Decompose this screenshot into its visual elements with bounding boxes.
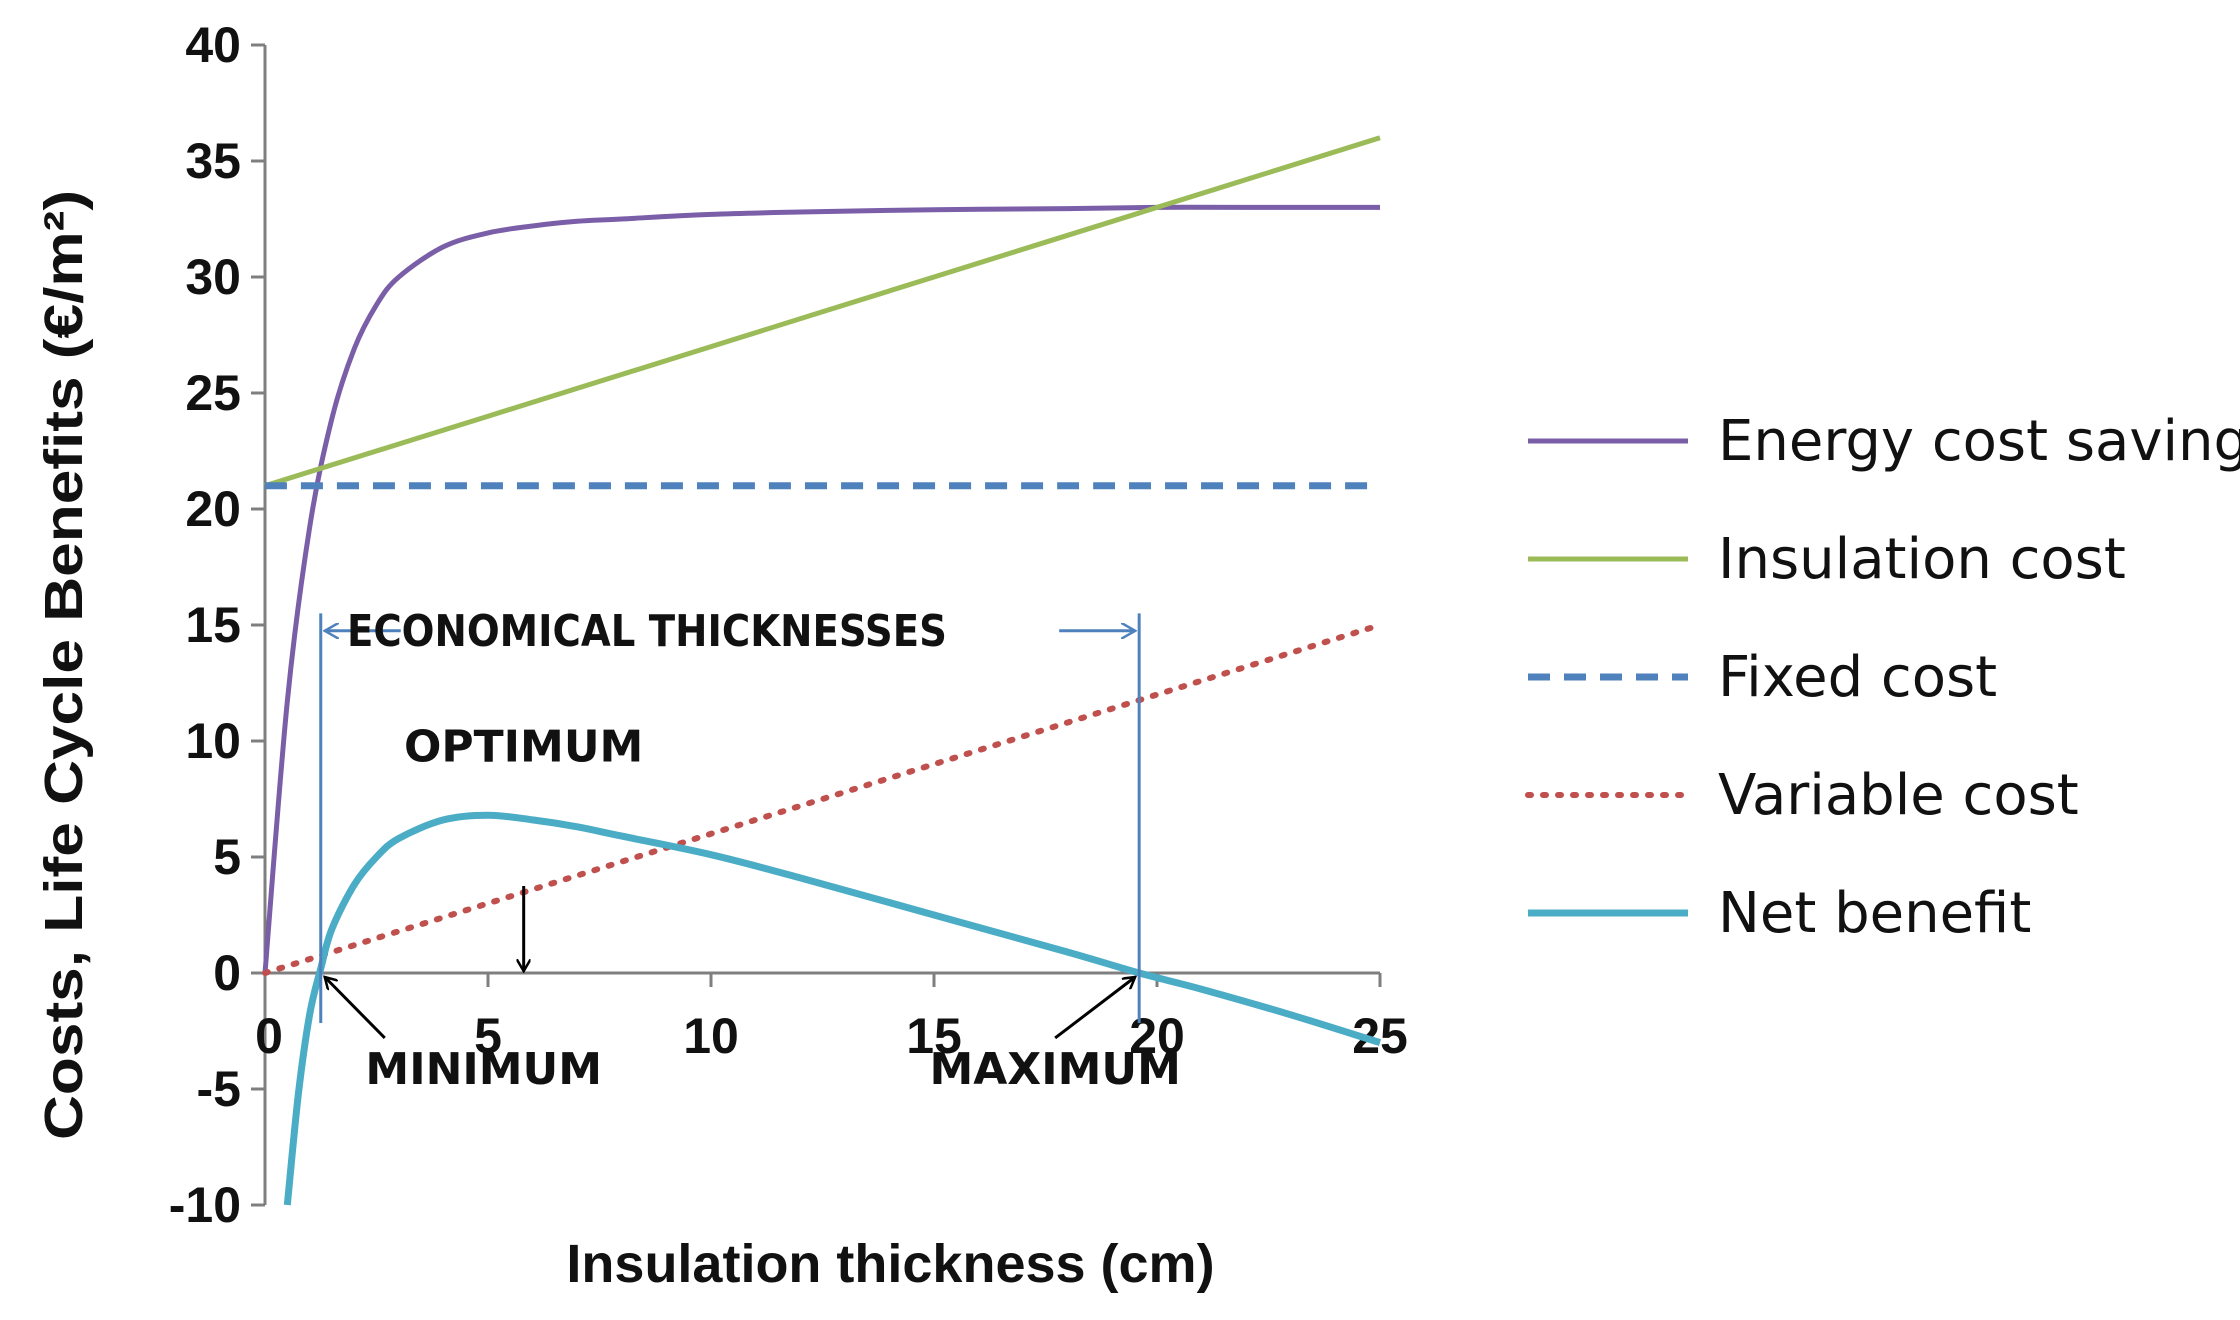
y-axis-ticks: -10 -5 0 5 10 15 20 25 30 35 40	[169, 17, 265, 1233]
series-line-insulation-cost	[264, 135, 1381, 489]
y-tick-label: 10	[185, 713, 241, 769]
series-line-variable-cost	[262, 622, 1383, 976]
legend: Energy cost savings Insulation cost Fixed …	[1525, 409, 2240, 946]
maximum-arrow	[1054, 977, 1135, 1040]
y-tick-label: -10	[169, 1177, 241, 1233]
y-tick-label: 20	[185, 481, 241, 537]
legend-label: Insulation cost	[1718, 527, 2126, 592]
x-tick-label: 15	[906, 1008, 962, 1064]
series-layer	[262, 135, 1383, 1206]
economical-thicknesses-label: ECONOMICAL THICKNESSES	[347, 606, 947, 657]
annotation-layer: ECONOMICAL THICKNESSES OPTIMUM MINIMUM M…	[319, 606, 1181, 1095]
y-tick-label: 15	[185, 597, 241, 653]
series-line-energy-cost-savings	[262, 204, 1380, 974]
optimum-label: OPTIMUM	[404, 722, 643, 773]
legend-label: Net benefit	[1718, 881, 2031, 946]
legend-label: Energy cost savings	[1718, 409, 2240, 474]
y-axis-title: Costs, Life Cycle Benefits (€/m²)	[34, 190, 94, 1140]
y-tick-label: 0	[213, 945, 241, 1001]
y-tick-label: 5	[213, 829, 241, 885]
x-tick-label: 10	[683, 1008, 739, 1064]
y-tick-label: 35	[185, 133, 241, 189]
x-tick-label: 0	[255, 1008, 283, 1064]
minimum-label: MINIMUM	[365, 1044, 602, 1095]
legend-label: Variable cost	[1718, 763, 2079, 828]
y-tick-label: 25	[185, 365, 241, 421]
legend-label: Fixed cost	[1718, 645, 1997, 710]
x-axis-title: Insulation thickness (cm)	[566, 1234, 1214, 1294]
maximum-label: MAXIMUM	[929, 1044, 1180, 1095]
series-line-net-benefit	[283, 811, 1382, 1206]
y-tick-label: 30	[185, 249, 241, 305]
x-tick-label: 5	[474, 1008, 502, 1064]
y-tick-label: -5	[197, 1061, 241, 1117]
y-tick-label: 40	[185, 17, 241, 73]
minimum-arrow	[325, 977, 386, 1040]
